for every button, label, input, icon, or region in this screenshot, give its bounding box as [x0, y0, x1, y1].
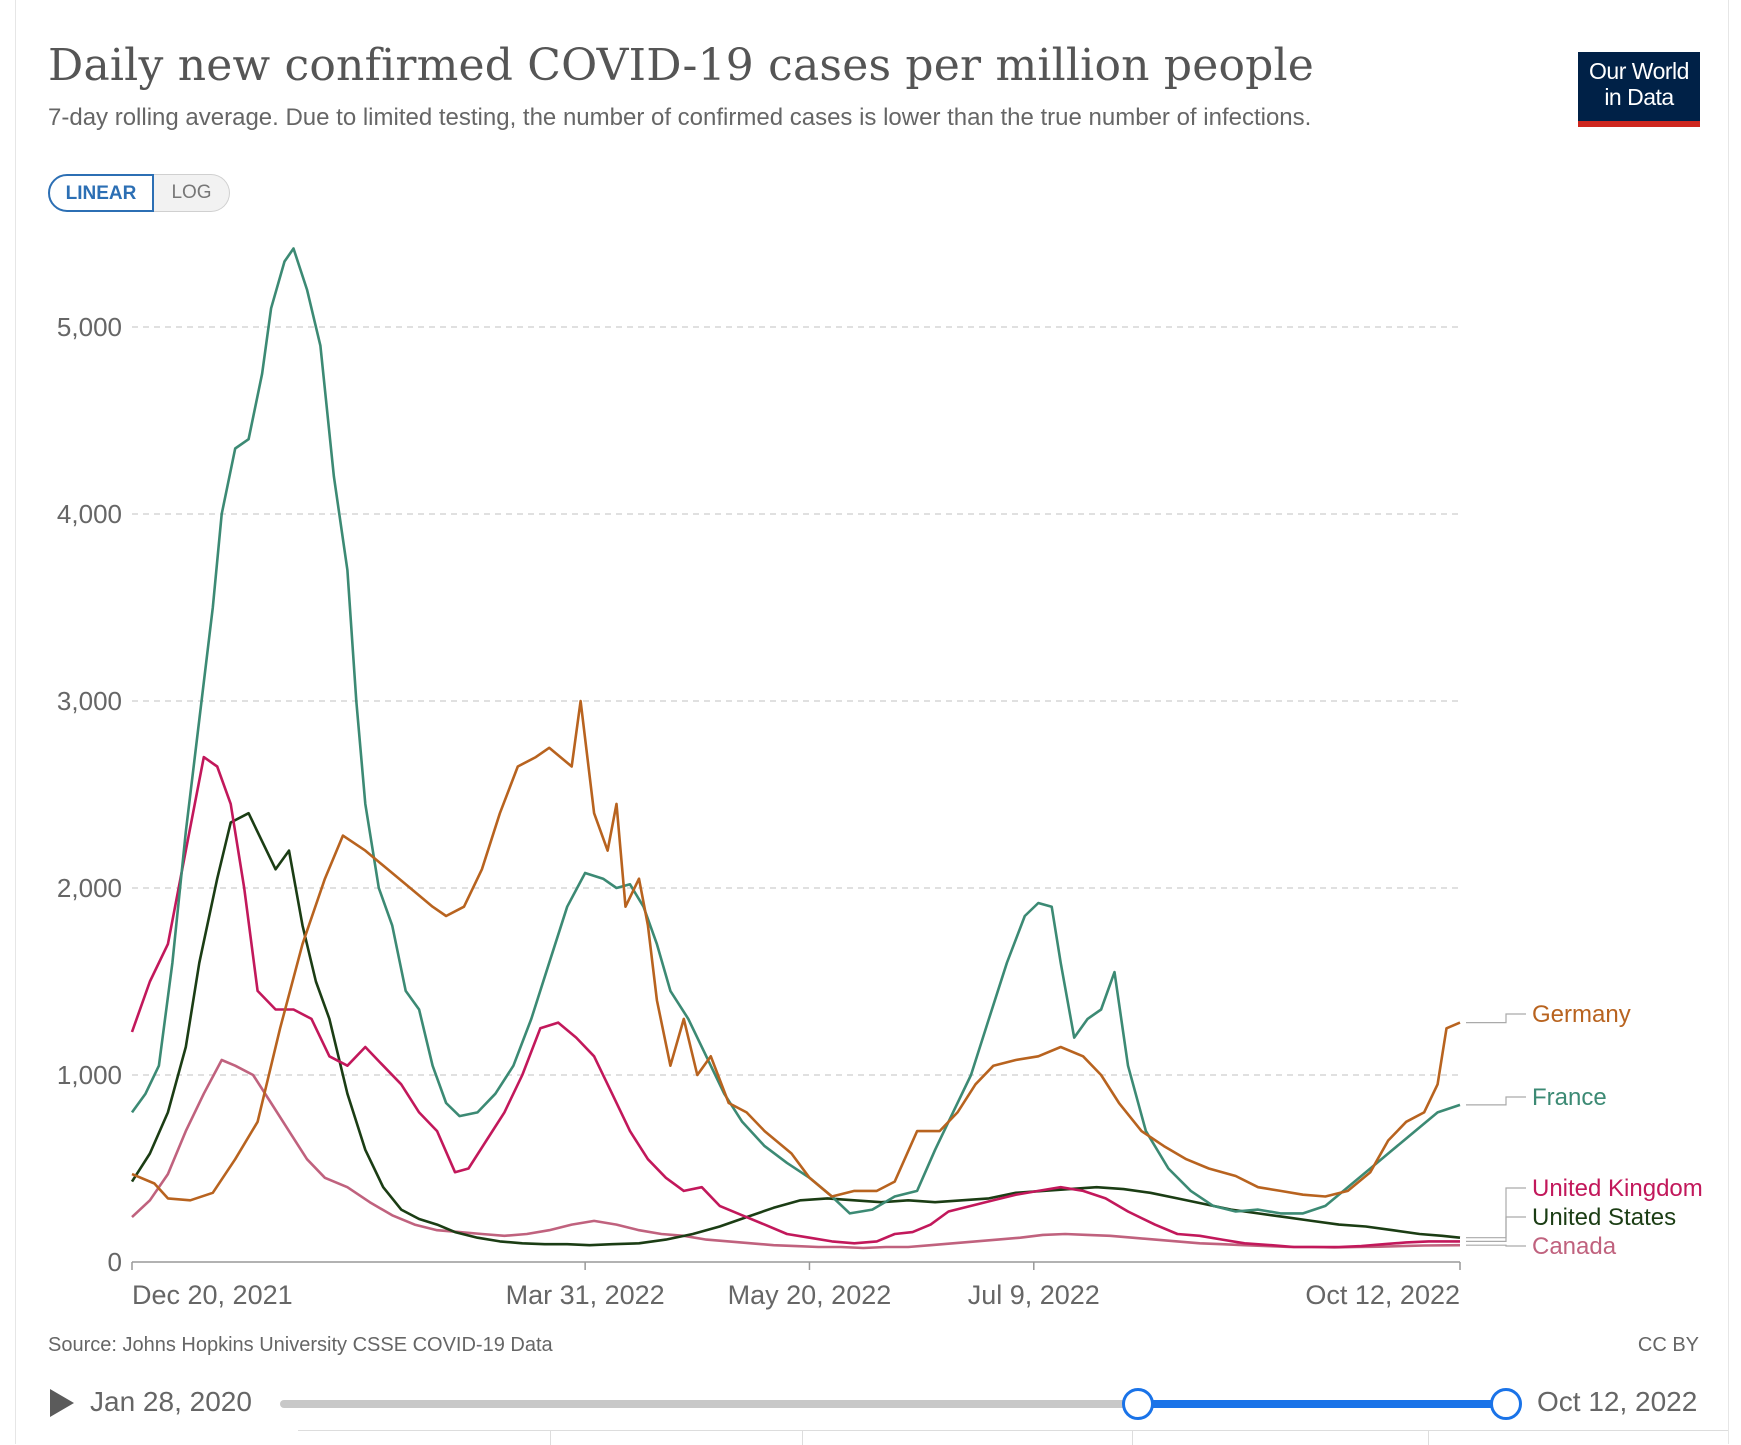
- y-tick-label: 4,000: [57, 499, 122, 529]
- series-line-germany: [131, 699, 1461, 1202]
- legend-connector: [1466, 1013, 1526, 1024]
- y-tick-label: 1,000: [57, 1060, 122, 1090]
- timeline-end-label: Oct 12, 2022: [1537, 1386, 1698, 1417]
- timeline-start-handle[interactable]: [1122, 1388, 1154, 1420]
- chart-card: [15, 0, 1729, 1444]
- legend-label-united-kingdom: United Kingdom: [1532, 1175, 1703, 1202]
- timeline-selected-range: [1138, 1400, 1506, 1408]
- x-tick-label: Dec 20, 2021: [132, 1280, 293, 1310]
- series-line-canada: [131, 1058, 1461, 1250]
- timeline-track[interactable]: [280, 1400, 1506, 1408]
- series-line-united-states: [130, 811, 1461, 1247]
- legend-connector: [1466, 1216, 1526, 1239]
- tab-divider: [802, 1431, 803, 1445]
- bottom-tab-strip: [298, 1430, 1728, 1445]
- legend-connector: [1466, 1187, 1526, 1243]
- series-line-france: [130, 247, 1461, 1215]
- play-icon[interactable]: [50, 1389, 74, 1417]
- legend-connector: [1466, 1244, 1526, 1247]
- log-scale-button[interactable]: LOG: [154, 174, 230, 212]
- legend-connector: [1466, 1096, 1526, 1106]
- line-chart: 0 1,000 2,000 3,000 4,000 5,000 Dec 20, 2021 Ma…: [57, 247, 1703, 1310]
- x-tick-label: Oct 12, 2022: [1305, 1280, 1460, 1310]
- linear-scale-button[interactable]: LINEAR: [48, 174, 154, 212]
- chart-subtitle: 7-day rolling average. Due to limited te…: [48, 104, 1312, 131]
- tab-divider: [1428, 1431, 1429, 1445]
- scale-toggle: LINEAR LOG: [48, 174, 230, 212]
- tab-divider: [1132, 1431, 1133, 1445]
- license-link[interactable]: CC BY: [1637, 1334, 1699, 1356]
- series-line-united-kingdom: [130, 755, 1460, 1249]
- x-tick-label: Jul 9, 2022: [968, 1280, 1100, 1310]
- legend-label-france: France: [1532, 1084, 1607, 1111]
- legend-label-united-states: United States: [1532, 1204, 1676, 1231]
- y-tick-label: 0: [108, 1247, 122, 1277]
- owid-logo[interactable]: Our World in Data: [1578, 52, 1700, 127]
- chart-title: Daily new confirmed COVID-19 cases per m…: [48, 40, 1315, 91]
- source-note: Source: Johns Hopkins University CSSE CO…: [48, 1334, 553, 1356]
- y-tick-label: 2,000: [57, 873, 122, 903]
- y-tick-label: 3,000: [57, 686, 122, 716]
- timeline-end-handle[interactable]: [1490, 1388, 1522, 1420]
- tab-divider: [550, 1431, 551, 1445]
- y-tick-label: 5,000: [57, 312, 122, 342]
- x-tick-label: May 20, 2022: [728, 1280, 892, 1310]
- logo-line-1: Our World: [1589, 58, 1689, 84]
- legend-label-germany: Germany: [1532, 1001, 1631, 1028]
- x-tick-label: Mar 31, 2022: [506, 1280, 665, 1310]
- logo-line-2: in Data: [1604, 84, 1674, 110]
- timeline-start-label: Jan 28, 2020: [90, 1386, 252, 1417]
- legend-label-canada: Canada: [1532, 1233, 1617, 1260]
